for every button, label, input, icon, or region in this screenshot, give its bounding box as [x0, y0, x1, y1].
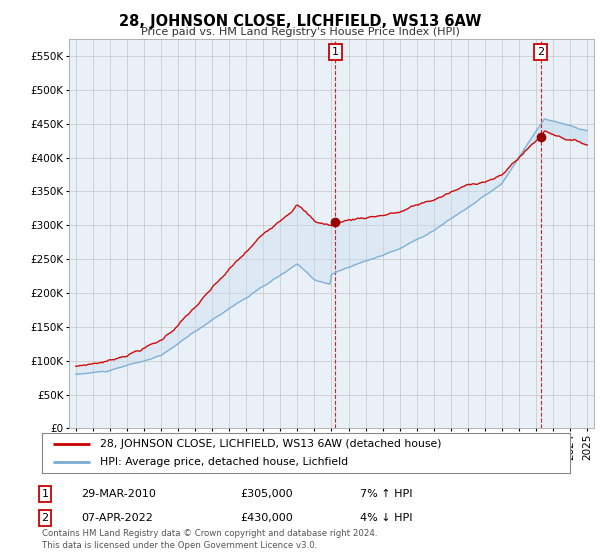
Text: 07-APR-2022: 07-APR-2022 [81, 513, 153, 523]
Text: 2: 2 [537, 47, 544, 57]
Text: HPI: Average price, detached house, Lichfield: HPI: Average price, detached house, Lich… [100, 458, 348, 467]
Text: 1: 1 [332, 47, 339, 57]
Text: £430,000: £430,000 [240, 513, 293, 523]
Text: 7% ↑ HPI: 7% ↑ HPI [360, 489, 413, 499]
Text: 4% ↓ HPI: 4% ↓ HPI [360, 513, 413, 523]
Text: 28, JOHNSON CLOSE, LICHFIELD, WS13 6AW (detached house): 28, JOHNSON CLOSE, LICHFIELD, WS13 6AW (… [100, 439, 442, 449]
Text: £305,000: £305,000 [240, 489, 293, 499]
Text: Contains HM Land Registry data © Crown copyright and database right 2024.
This d: Contains HM Land Registry data © Crown c… [42, 529, 377, 550]
Text: 1: 1 [41, 489, 49, 499]
Text: 2: 2 [41, 513, 49, 523]
Text: 29-MAR-2010: 29-MAR-2010 [81, 489, 156, 499]
Text: 28, JOHNSON CLOSE, LICHFIELD, WS13 6AW: 28, JOHNSON CLOSE, LICHFIELD, WS13 6AW [119, 14, 481, 29]
Text: Price paid vs. HM Land Registry's House Price Index (HPI): Price paid vs. HM Land Registry's House … [140, 27, 460, 37]
